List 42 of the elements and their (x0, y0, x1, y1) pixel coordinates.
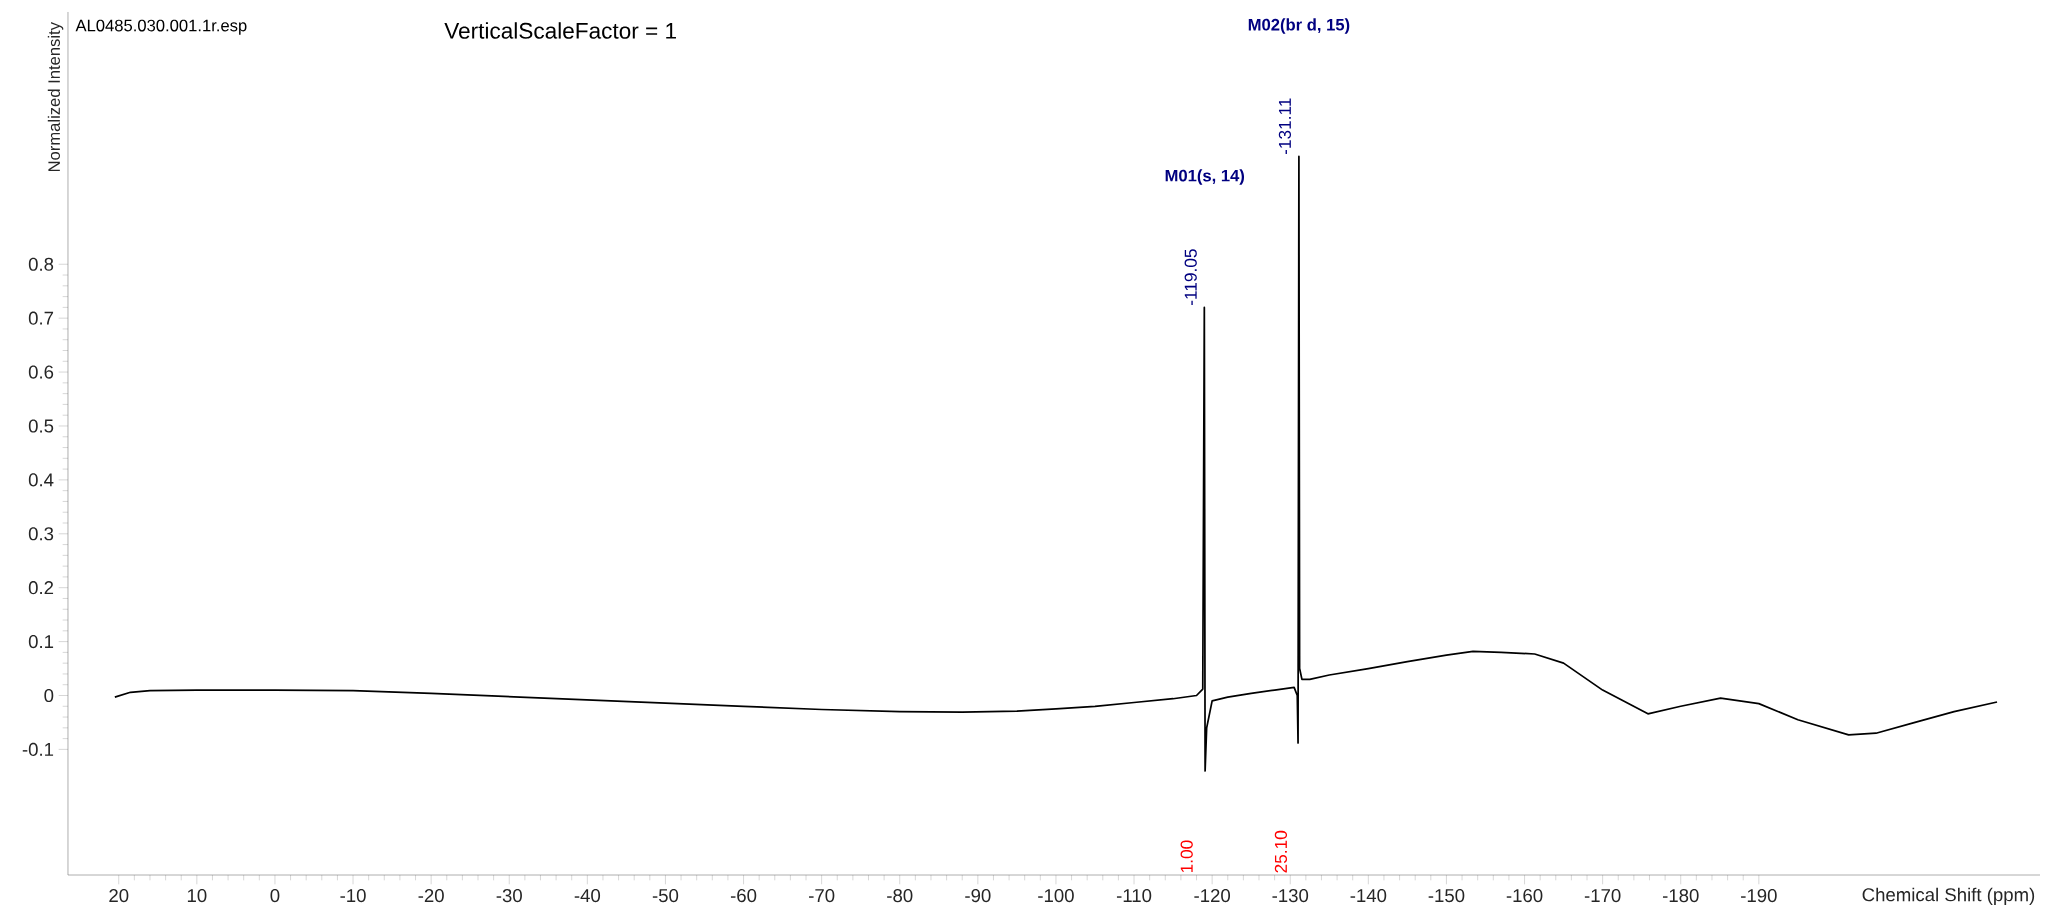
y-tick-label: 0.2 (28, 581, 54, 595)
annotation: 1.00 (1180, 840, 1193, 873)
x-tick-label: 20 (109, 888, 129, 903)
x-tick-label: -10 (340, 888, 366, 903)
x-tick-label: -180 (1662, 888, 1699, 903)
x-tick-label: -40 (574, 888, 601, 903)
annotation: AL0485.030.001.1r.esp (75, 19, 247, 35)
y-tick-label: 0.5 (28, 419, 54, 433)
x-tick-label: -100 (1038, 888, 1074, 903)
x-tick-label: 10 (187, 888, 207, 903)
x-tick-label: 0 (270, 888, 280, 903)
y-tick-label: 0.1 (28, 634, 54, 649)
x-tick-label: -60 (730, 888, 757, 903)
x-tick-label: -110 (1116, 888, 1152, 903)
annotation: -131.11 (1278, 98, 1292, 155)
annotation: 25.10 (1274, 830, 1288, 873)
x-tick-label: -150 (1428, 888, 1465, 903)
y-tick-label: 0.3 (28, 527, 54, 541)
x-tick-label: -120 (1194, 888, 1231, 903)
x-tick-label: -20 (418, 888, 444, 903)
x-tick-label: -30 (496, 888, 522, 903)
y-tick-label: 0.7 (28, 311, 54, 325)
x-tick-label: -80 (887, 888, 913, 903)
annotation: M02(br d, 15) (1248, 18, 1350, 34)
x-tick-label: -130 (1272, 888, 1309, 903)
x-tick-label: -90 (965, 888, 991, 903)
y-tick-label: 0 (44, 688, 54, 703)
annotation: -119.05 (1184, 249, 1197, 306)
x-tick-label: -70 (809, 888, 835, 903)
x-axis-title: Chemical Shift (ppm) (1862, 887, 2035, 905)
annotation: M01(s, 14) (1165, 169, 1245, 185)
x-tick-label: -190 (1741, 888, 1777, 903)
annotation: VerticalScaleFactor = 1 (444, 22, 676, 39)
x-tick-label: -160 (1506, 888, 1543, 903)
y-tick-label: 0.8 (28, 257, 54, 271)
x-tick-label: -50 (652, 888, 679, 903)
y-tick-label: -0.1 (22, 742, 54, 756)
y-tick-label: 0.6 (28, 365, 54, 379)
y-tick-label: 0.4 (28, 473, 54, 487)
y-axis-title: Normalized Intensity (47, 22, 64, 172)
x-tick-label: -170 (1584, 888, 1621, 903)
x-tick-label: -140 (1350, 888, 1387, 903)
